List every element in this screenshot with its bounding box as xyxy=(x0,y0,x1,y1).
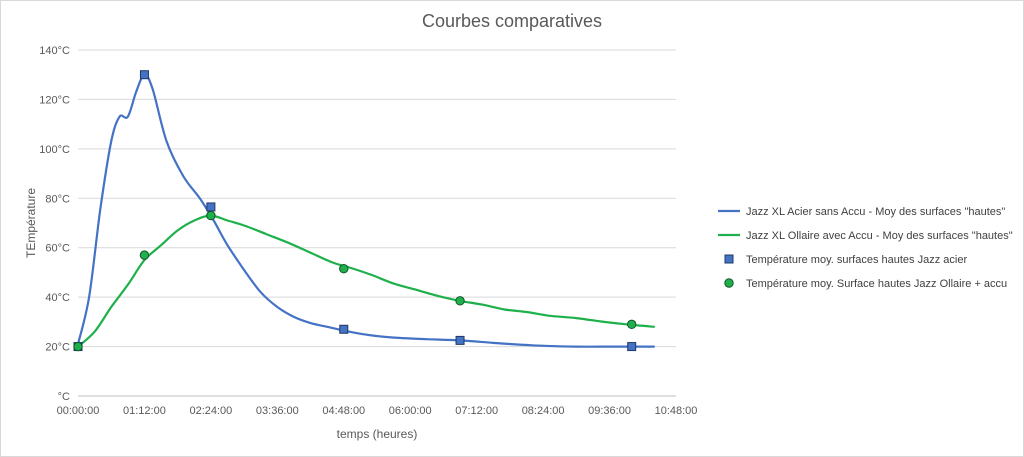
x-tick-label: 03:36:00 xyxy=(256,405,299,417)
data-point-square xyxy=(339,324,349,334)
y-tick-label: 80°C xyxy=(45,193,70,205)
y-tick-label: 60°C xyxy=(45,243,70,255)
x-tick-label: 00:00:00 xyxy=(57,405,100,417)
chart-title: Courbes comparatives xyxy=(422,11,602,31)
y-tick-label: °C xyxy=(58,391,70,403)
x-tick-label: 06:00:00 xyxy=(389,405,432,417)
y-tick-label: 100°C xyxy=(39,144,70,156)
legend-label: Température moy. Surface hautes Jazz Oll… xyxy=(746,278,1007,290)
data-point-square xyxy=(627,342,637,352)
legend-swatch-square xyxy=(724,254,734,264)
x-tick-label: 07:12:00 xyxy=(455,405,498,417)
series-line-1 xyxy=(76,214,655,348)
x-tick-label: 10:48:00 xyxy=(655,405,698,417)
series-line-0 xyxy=(76,73,655,348)
x-tick-label: 02:24:00 xyxy=(189,405,232,417)
y-tick-label: 140°C xyxy=(39,45,70,57)
x-tick-label: 04:48:00 xyxy=(322,405,365,417)
x-tick-label: 08:24:00 xyxy=(522,405,565,417)
x-tick-label: 09:36:00 xyxy=(588,405,631,417)
legend-label: Température moy. surfaces hautes Jazz ac… xyxy=(746,254,967,266)
legend-label: Jazz XL Ollaire avec Accu - Moy des surf… xyxy=(746,230,1013,242)
legend-label: Jazz XL Acier sans Accu - Moy des surfac… xyxy=(746,206,1005,218)
data-point-circle xyxy=(339,264,349,274)
data-point-circle xyxy=(455,296,465,306)
y-tick-label: 40°C xyxy=(45,292,70,304)
data-point-circle xyxy=(139,250,150,260)
data-point-square xyxy=(206,202,216,212)
data-point-circle xyxy=(73,341,83,352)
data-point-circle xyxy=(206,210,216,221)
data-point-square xyxy=(455,335,465,345)
y-tick-label: 20°C xyxy=(45,342,70,354)
x-tick-label: 01:12:00 xyxy=(123,405,166,417)
y-axis-title: TEmpérature xyxy=(24,188,38,258)
y-tick-label: 120°C xyxy=(39,94,70,106)
x-axis-title: temps (heures) xyxy=(337,427,418,441)
data-point-circle xyxy=(627,319,637,330)
data-point-square xyxy=(139,70,149,80)
legend-swatch-circle xyxy=(724,278,734,288)
